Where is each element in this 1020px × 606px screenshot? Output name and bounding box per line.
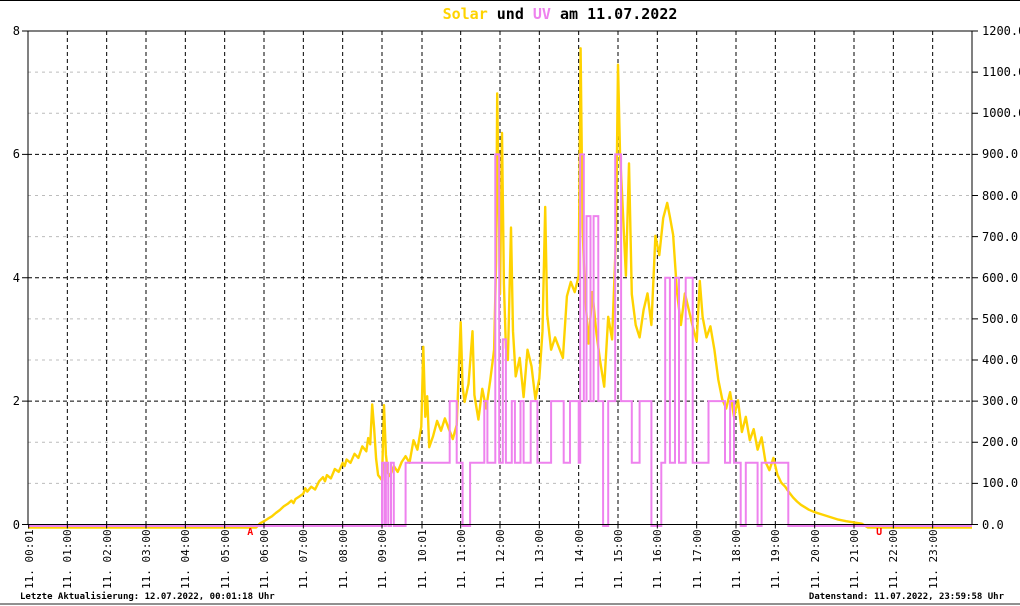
- x-tick-label: 11. 19:00: [769, 529, 783, 589]
- x-tick-label: 11. 01:00: [61, 529, 75, 589]
- x-tick-label: 11. 12:00: [494, 529, 507, 589]
- uv-series-line: [28, 153, 972, 527]
- title-und-text: und: [487, 5, 533, 23]
- data-timestamp-text: Datenstand: 11.07.2022, 23:59:58 Uhr: [808, 592, 1004, 602]
- y-right-tick-label: 1200.0: [982, 24, 1020, 38]
- x-tick-label: 11. 20:00: [808, 529, 822, 589]
- x-tick-label: 11. 22:00: [887, 529, 901, 589]
- y-right-tick-label: 400.0: [982, 353, 1019, 367]
- x-tick-label: 11. 13:00: [533, 529, 547, 589]
- x-tick-label: 11. 06:00: [258, 529, 271, 589]
- y-left-tick-label: 4: [12, 270, 20, 285]
- x-tick-label: 11. 17:00: [690, 529, 704, 589]
- chart-title: Solar und UV am 11.07.2022: [443, 5, 678, 23]
- y-left-tick-label: 6: [12, 147, 20, 162]
- x-tick-label: 11. 08:00: [336, 529, 350, 589]
- y-right-tick-label: 100.0: [982, 476, 1019, 491]
- y-right-tick-label: 200.0: [982, 435, 1019, 450]
- title-solar-label: Solar: [442, 5, 488, 23]
- y-right-tick-label: 1100.0: [982, 65, 1020, 80]
- solar-series-line: [28, 47, 972, 529]
- x-tick-label: 11. 03:00: [140, 529, 153, 589]
- title-uv-label: UV: [532, 5, 551, 23]
- bottom-divider-line: [0, 603, 1020, 605]
- y-right-tick-label: 1000.0: [982, 106, 1020, 121]
- title-date-text: am 11.07.2022: [550, 5, 678, 23]
- y-right-tick-label: 900.0: [982, 147, 1019, 162]
- x-tick-label: 11. 11:00: [454, 529, 468, 589]
- x-tick-label: 11. 15:00: [612, 529, 625, 589]
- x-tick-label: 11. 00:01: [22, 529, 36, 589]
- y-left-tick-label: 8: [12, 24, 20, 38]
- x-tick-label: 11. 18:00: [730, 529, 743, 589]
- x-tick-label: 11. 10:01: [416, 529, 429, 589]
- y-left-tick-label: 2: [12, 394, 20, 409]
- x-tick-label: 11. 23:00: [926, 529, 940, 589]
- x-tick-label: 11. 09:00: [376, 529, 389, 589]
- x-tick-label: 11. 02:00: [100, 529, 114, 589]
- y-right-tick-label: 800.0: [982, 188, 1019, 203]
- y-right-tick-label: 500.0: [982, 311, 1019, 326]
- y-right-tick-label: 300.0: [982, 394, 1019, 409]
- last-update-text: Letzte Aktualisierung: 12.07.2022, 00:01…: [20, 592, 275, 602]
- sunrise-marker: A: [247, 527, 254, 538]
- y-left-tick-label: 0: [12, 517, 20, 532]
- x-tick-label: 11. 04:00: [179, 529, 193, 589]
- x-tick-label: 11. 14:00: [572, 529, 586, 589]
- x-tick-label: 11. 16:00: [651, 529, 665, 589]
- y-right-tick-label: 0.0: [982, 517, 1004, 532]
- sunset-marker: U: [876, 527, 883, 538]
- x-tick-label: 11. 07:00: [297, 529, 311, 589]
- x-tick-label: 11. 21:00: [848, 529, 861, 589]
- x-tick-label: 11. 05:00: [218, 529, 232, 589]
- y-right-tick-label: 600.0: [982, 270, 1019, 285]
- y-right-tick-label: 700.0: [982, 229, 1019, 244]
